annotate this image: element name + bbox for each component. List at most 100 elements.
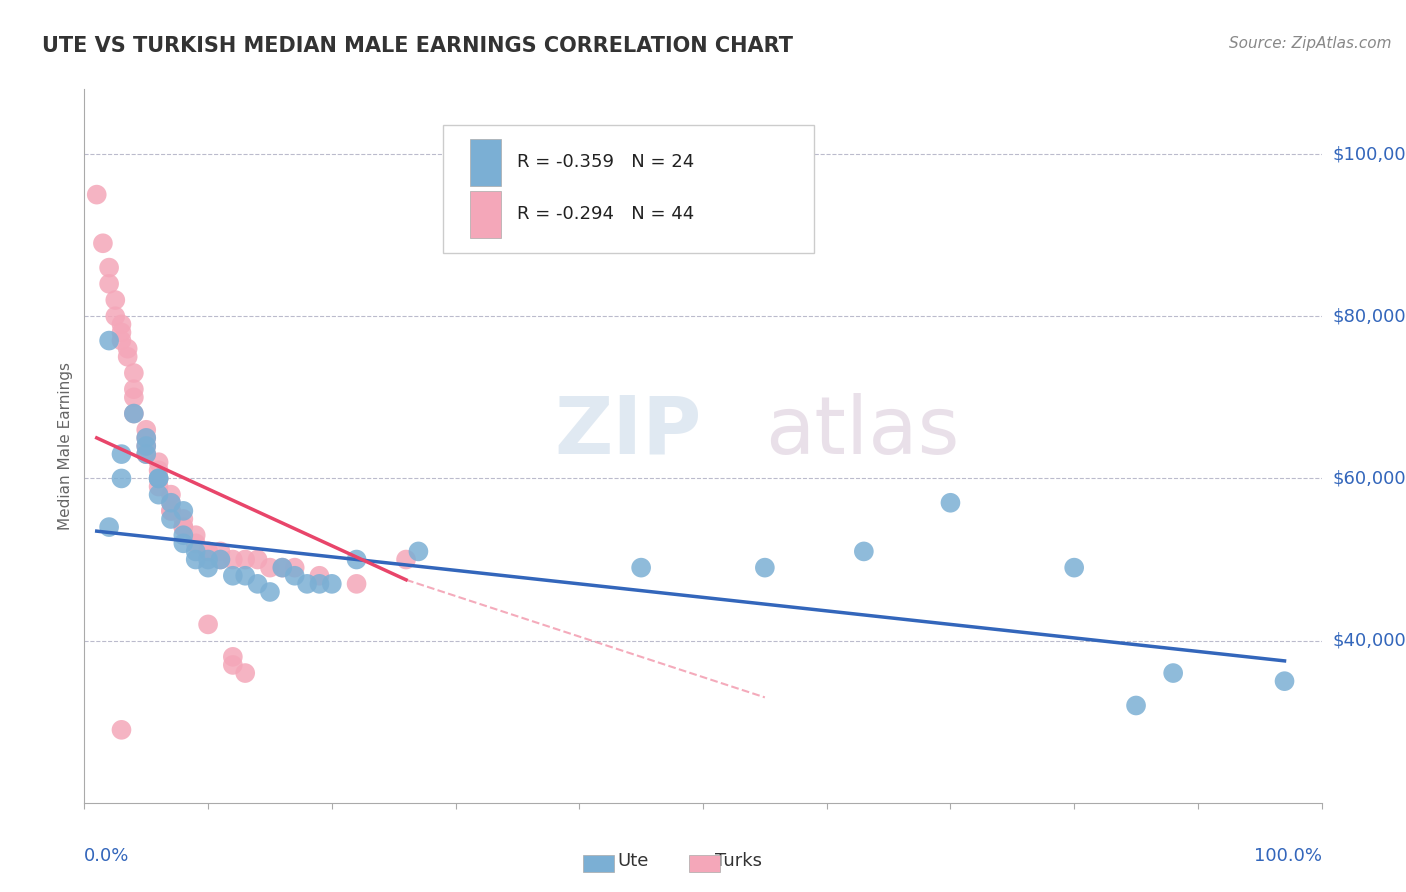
Point	[346, 552, 368, 566]
Point	[110, 723, 132, 737]
Point	[233, 568, 256, 582]
Point	[209, 544, 232, 558]
Point	[148, 455, 170, 469]
Y-axis label: Median Male Earnings: Median Male Earnings	[58, 362, 73, 530]
Point	[408, 544, 430, 558]
Point	[110, 471, 132, 485]
Point	[117, 342, 139, 356]
Point	[160, 496, 183, 510]
Point	[184, 544, 207, 558]
Point	[160, 488, 183, 502]
Point	[197, 617, 219, 632]
Point	[209, 552, 232, 566]
Point	[295, 577, 318, 591]
Point	[110, 447, 132, 461]
Text: Ute: Ute	[617, 852, 648, 870]
Point	[98, 520, 121, 534]
Point	[233, 552, 256, 566]
Point	[321, 577, 343, 591]
Text: $60,000: $60,000	[1333, 469, 1406, 487]
Point	[135, 431, 157, 445]
Point	[122, 390, 145, 404]
Point	[197, 544, 219, 558]
Point	[197, 560, 219, 574]
Point	[172, 536, 194, 550]
Point	[86, 187, 108, 202]
Point	[246, 577, 269, 591]
Text: R = -0.294   N = 44: R = -0.294 N = 44	[517, 205, 695, 223]
Point	[148, 471, 170, 485]
Point	[122, 407, 145, 421]
Point	[160, 504, 183, 518]
Point	[148, 471, 170, 485]
Point	[284, 568, 307, 582]
Point	[222, 649, 245, 664]
Point	[1063, 560, 1085, 574]
Point	[148, 488, 170, 502]
Point	[259, 560, 281, 574]
Point	[271, 560, 294, 574]
Text: R = -0.359   N = 24: R = -0.359 N = 24	[517, 153, 695, 171]
Point	[110, 334, 132, 348]
Text: UTE VS TURKISH MEDIAN MALE EARNINGS CORRELATION CHART: UTE VS TURKISH MEDIAN MALE EARNINGS CORR…	[42, 36, 793, 55]
Point	[91, 236, 114, 251]
Point	[122, 366, 145, 380]
Text: $40,000: $40,000	[1333, 632, 1406, 649]
Point	[271, 560, 294, 574]
Point	[754, 560, 776, 574]
Point	[197, 544, 219, 558]
Point	[308, 568, 330, 582]
Text: Turks: Turks	[714, 852, 762, 870]
Point	[160, 512, 183, 526]
Point	[222, 552, 245, 566]
Point	[122, 407, 145, 421]
Point	[135, 423, 157, 437]
Point	[135, 447, 157, 461]
Point	[346, 577, 368, 591]
Point	[184, 528, 207, 542]
Point	[939, 496, 962, 510]
Point	[117, 350, 139, 364]
Point	[110, 326, 132, 340]
Point	[184, 552, 207, 566]
Point	[197, 552, 219, 566]
Point	[1274, 674, 1296, 689]
Point	[172, 520, 194, 534]
Text: ZIP: ZIP	[554, 392, 702, 471]
Point	[630, 560, 652, 574]
Point	[172, 520, 194, 534]
Point	[308, 577, 330, 591]
Point	[222, 657, 245, 672]
Text: atlas: atlas	[765, 392, 959, 471]
FancyBboxPatch shape	[443, 125, 814, 253]
Point	[395, 552, 418, 566]
Point	[148, 463, 170, 477]
Point	[135, 439, 157, 453]
Point	[852, 544, 875, 558]
Point	[135, 447, 157, 461]
Point	[172, 528, 194, 542]
Point	[135, 431, 157, 445]
Point	[160, 496, 183, 510]
Bar	[471, 139, 502, 186]
Point	[104, 293, 127, 307]
Bar	[471, 191, 502, 237]
Point	[172, 504, 194, 518]
Point	[284, 560, 307, 574]
Point	[246, 552, 269, 566]
Point	[160, 504, 183, 518]
Point	[233, 666, 256, 681]
Point	[148, 479, 170, 493]
Point	[222, 568, 245, 582]
Text: 0.0%: 0.0%	[84, 847, 129, 865]
Point	[110, 318, 132, 332]
Point	[172, 512, 194, 526]
Point	[135, 439, 157, 453]
Point	[209, 552, 232, 566]
Text: $100,000: $100,000	[1333, 145, 1406, 163]
Point	[148, 471, 170, 485]
Point	[98, 260, 121, 275]
Text: 100.0%: 100.0%	[1254, 847, 1322, 865]
Point	[184, 536, 207, 550]
Text: $80,000: $80,000	[1333, 307, 1406, 326]
